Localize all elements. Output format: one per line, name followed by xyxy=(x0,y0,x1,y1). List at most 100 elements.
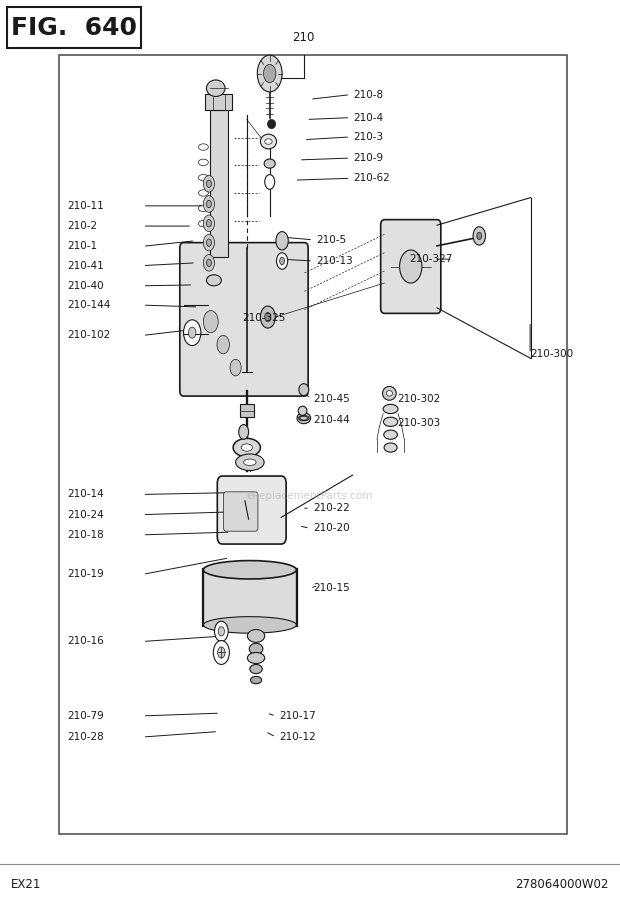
Circle shape xyxy=(257,55,282,92)
Circle shape xyxy=(206,259,211,267)
Ellipse shape xyxy=(384,430,397,439)
Circle shape xyxy=(477,233,482,240)
Ellipse shape xyxy=(268,119,275,129)
Ellipse shape xyxy=(250,664,262,674)
Text: 210-5: 210-5 xyxy=(316,235,347,244)
Ellipse shape xyxy=(383,386,396,401)
Text: 210-44: 210-44 xyxy=(313,415,350,425)
Ellipse shape xyxy=(247,652,265,664)
Text: 210-327: 210-327 xyxy=(409,255,453,264)
Circle shape xyxy=(203,255,215,271)
Ellipse shape xyxy=(250,676,262,684)
Ellipse shape xyxy=(299,384,309,395)
Ellipse shape xyxy=(383,404,398,414)
Text: 210-17: 210-17 xyxy=(279,711,316,720)
Text: 210-45: 210-45 xyxy=(313,394,350,403)
Text: 210-303: 210-303 xyxy=(397,418,440,427)
Bar xyxy=(59,55,567,834)
Ellipse shape xyxy=(236,454,264,471)
Circle shape xyxy=(239,425,249,439)
Circle shape xyxy=(218,647,225,658)
Ellipse shape xyxy=(297,413,311,424)
Circle shape xyxy=(206,180,211,187)
Text: eReplacementParts.com: eReplacementParts.com xyxy=(247,492,373,501)
Text: 210-79: 210-79 xyxy=(67,711,104,720)
Circle shape xyxy=(206,200,211,208)
FancyBboxPatch shape xyxy=(203,569,297,626)
Ellipse shape xyxy=(383,417,398,426)
Text: 210-3: 210-3 xyxy=(353,132,384,142)
Bar xyxy=(205,94,232,110)
Circle shape xyxy=(215,621,228,641)
Circle shape xyxy=(276,232,288,250)
Text: 210-40: 210-40 xyxy=(67,281,104,290)
Circle shape xyxy=(218,627,224,636)
Bar xyxy=(7,7,141,48)
Text: 210-4: 210-4 xyxy=(353,113,384,122)
Text: 210-8: 210-8 xyxy=(353,90,384,99)
Ellipse shape xyxy=(265,139,272,144)
Ellipse shape xyxy=(264,159,275,168)
Text: 278064000W02: 278064000W02 xyxy=(515,878,609,891)
Circle shape xyxy=(206,239,211,246)
Text: 210-62: 210-62 xyxy=(353,174,390,183)
Text: 210-1: 210-1 xyxy=(67,242,97,251)
Text: 210-2: 210-2 xyxy=(67,221,97,231)
Circle shape xyxy=(203,176,215,192)
Text: 210-302: 210-302 xyxy=(397,394,440,403)
Ellipse shape xyxy=(206,275,221,286)
Text: 210-41: 210-41 xyxy=(67,261,104,270)
Ellipse shape xyxy=(233,438,260,457)
Circle shape xyxy=(265,312,271,322)
Ellipse shape xyxy=(203,561,296,579)
Circle shape xyxy=(399,250,422,283)
FancyBboxPatch shape xyxy=(224,492,258,531)
Ellipse shape xyxy=(386,391,392,396)
Circle shape xyxy=(184,320,201,346)
Ellipse shape xyxy=(241,444,252,451)
Circle shape xyxy=(203,234,215,251)
Text: 210-300: 210-300 xyxy=(530,349,574,358)
Circle shape xyxy=(217,335,229,354)
Circle shape xyxy=(265,175,275,189)
Text: 210-12: 210-12 xyxy=(279,732,316,742)
Circle shape xyxy=(264,64,276,83)
Ellipse shape xyxy=(249,643,263,654)
Circle shape xyxy=(213,641,229,664)
Circle shape xyxy=(260,306,275,328)
Text: 210-102: 210-102 xyxy=(67,331,110,340)
Text: FIG.  640: FIG. 640 xyxy=(11,16,138,40)
Ellipse shape xyxy=(203,617,296,633)
Text: 210-11: 210-11 xyxy=(67,201,104,210)
Text: EX21: EX21 xyxy=(11,878,42,891)
Circle shape xyxy=(473,227,485,245)
Text: 210-325: 210-325 xyxy=(242,313,285,323)
Text: 210-24: 210-24 xyxy=(67,510,104,519)
Circle shape xyxy=(230,359,241,376)
Text: 210-15: 210-15 xyxy=(313,584,350,593)
FancyBboxPatch shape xyxy=(180,243,308,396)
Text: 210-18: 210-18 xyxy=(67,530,104,539)
Ellipse shape xyxy=(298,406,307,415)
Circle shape xyxy=(206,220,211,227)
Ellipse shape xyxy=(247,630,265,642)
Text: 210-19: 210-19 xyxy=(67,570,104,579)
Text: 210-13: 210-13 xyxy=(316,256,353,266)
Ellipse shape xyxy=(384,443,397,452)
Bar xyxy=(210,110,228,257)
Text: 210-20: 210-20 xyxy=(313,524,350,533)
Circle shape xyxy=(188,327,196,338)
Text: 210-14: 210-14 xyxy=(67,490,104,499)
FancyBboxPatch shape xyxy=(381,220,441,313)
Text: 210-22: 210-22 xyxy=(313,504,350,513)
FancyBboxPatch shape xyxy=(240,404,254,417)
Text: 210-144: 210-144 xyxy=(67,301,110,310)
FancyBboxPatch shape xyxy=(218,476,286,544)
Circle shape xyxy=(277,253,288,269)
Text: 210-28: 210-28 xyxy=(67,732,104,742)
Text: 210-16: 210-16 xyxy=(67,637,104,646)
Circle shape xyxy=(280,257,285,265)
Text: 210-9: 210-9 xyxy=(353,153,384,163)
Ellipse shape xyxy=(244,460,256,466)
Ellipse shape xyxy=(206,80,225,96)
